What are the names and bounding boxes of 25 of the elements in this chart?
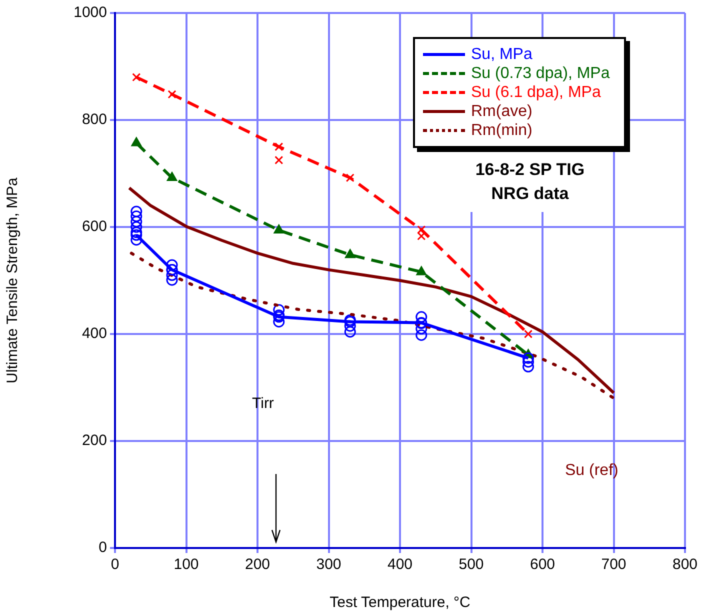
y-tick-label: 1000 (74, 4, 107, 22)
legend-label: Su, MPa (471, 45, 532, 64)
legend-label: Rm(min) (471, 121, 532, 140)
x-tick-label: 600 (530, 556, 556, 574)
legend-label: Su (6.1 dpa), MPa (471, 83, 601, 102)
y-tick-label: 400 (82, 325, 107, 342)
legend-label: Su (0.73 dpa), MPa (471, 64, 610, 83)
annotation: Tirr (252, 395, 274, 412)
x-tick-label: 300 (316, 556, 342, 574)
y-tick-label: 0 (98, 539, 107, 556)
x-tick-label: 800 (672, 556, 698, 574)
x-axis-title: Test Temperature, °C (330, 594, 471, 612)
x-tick-label: 100 (174, 556, 199, 574)
legend-label: Rm(ave) (471, 102, 532, 121)
x-tick-label: 0 (110, 556, 120, 574)
annotation: 16-8-2 SP TIG NRG data (465, 152, 595, 212)
y-tick-label: 600 (82, 218, 107, 236)
x-tick-label: 500 (458, 556, 484, 574)
x-tick-label: 200 (244, 556, 270, 574)
annotation: Su (ref) (565, 462, 618, 480)
x-tick-label: 400 (387, 556, 413, 574)
y-axis-title: Ultimate Tensile Strength, MPa (4, 177, 22, 384)
y-tick-label: 200 (82, 432, 107, 450)
x-tick-label: 700 (601, 556, 626, 574)
y-tick-label: 800 (82, 111, 107, 128)
